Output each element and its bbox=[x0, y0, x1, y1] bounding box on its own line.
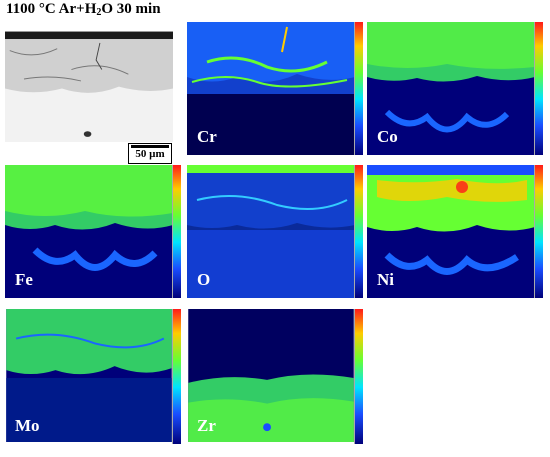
cr-color-scale bbox=[354, 22, 363, 155]
mo-label: Mo bbox=[15, 416, 40, 435]
scale-bar-line bbox=[131, 145, 169, 148]
scale-bar: 50 µm bbox=[128, 143, 172, 164]
o-label: O bbox=[197, 270, 211, 289]
panel-zr: Zr bbox=[187, 309, 363, 444]
co-map bbox=[367, 22, 535, 155]
o-map bbox=[187, 165, 355, 298]
title-subscript: 2 bbox=[96, 7, 102, 18]
title-main: 1100 °C Ar+H bbox=[6, 1, 97, 17]
title-rest: O 30 min bbox=[101, 1, 161, 17]
sem-image bbox=[5, 31, 173, 142]
zr-map bbox=[188, 309, 354, 442]
zr-label: Zr bbox=[197, 416, 216, 435]
fe-map bbox=[5, 165, 173, 298]
panel-co: Co bbox=[367, 22, 543, 155]
fe-color-scale bbox=[172, 165, 181, 298]
fe-label: Fe bbox=[15, 270, 33, 289]
co-label: Co bbox=[377, 127, 398, 146]
zr-color-scale bbox=[354, 309, 363, 444]
panel-ni: Ni bbox=[367, 165, 543, 298]
panel-cr: Cr bbox=[187, 22, 363, 155]
panel-fe: Fe bbox=[5, 165, 181, 298]
ni-label: Ni bbox=[377, 270, 394, 289]
mo-color-scale bbox=[172, 309, 181, 444]
ni-map bbox=[367, 165, 535, 298]
cr-label: Cr bbox=[197, 127, 217, 146]
co-color-scale bbox=[534, 22, 543, 155]
ni-color-scale bbox=[534, 165, 543, 298]
o-color-scale bbox=[354, 165, 363, 298]
scale-bar-label: 50 µm bbox=[135, 148, 165, 160]
figure-title: 1100 °C Ar+H2O 30 min bbox=[6, 1, 161, 18]
panel-o: O bbox=[187, 165, 363, 298]
mo-map bbox=[6, 309, 172, 442]
cr-map bbox=[187, 22, 355, 155]
panel-mo: Mo bbox=[5, 309, 181, 444]
panel-sem bbox=[5, 22, 182, 142]
